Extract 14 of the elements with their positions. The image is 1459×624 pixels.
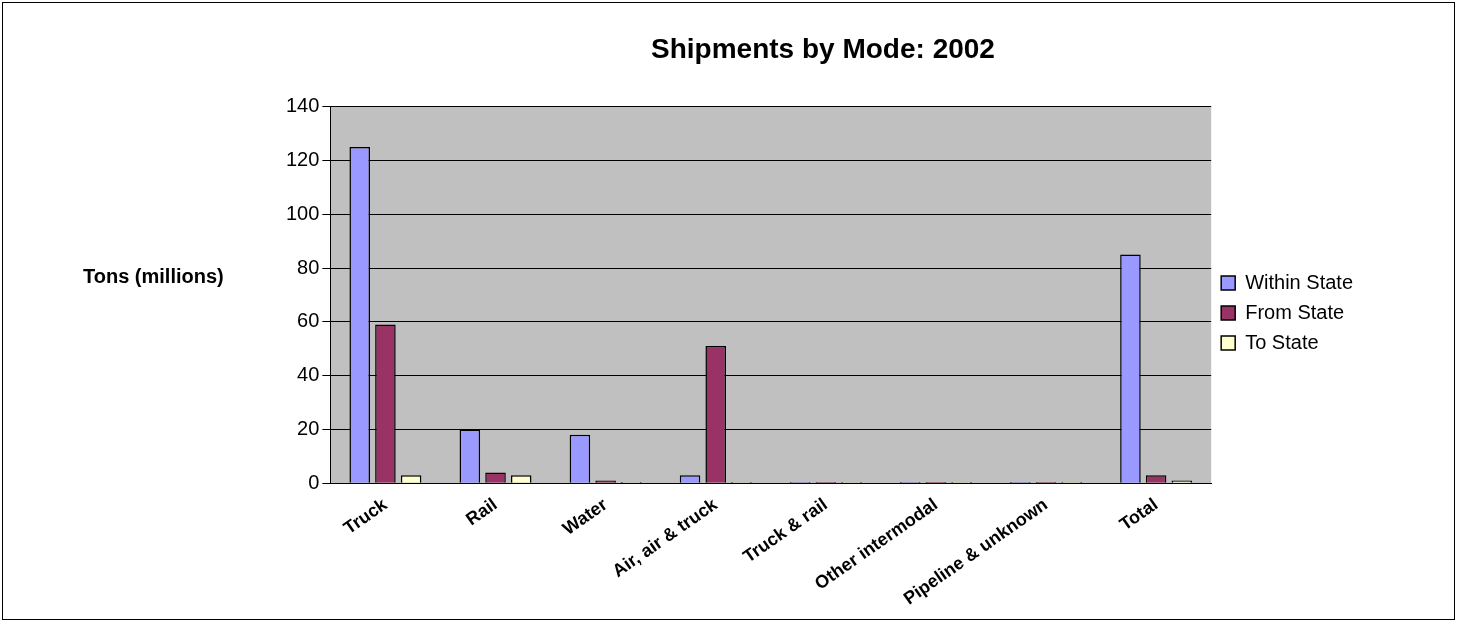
chart-title: Shipments by Mode: 2002 — [651, 32, 995, 64]
x-tick-label: Rail — [462, 494, 501, 530]
y-tick-label: 60 — [297, 309, 320, 332]
y-tick-label: 100 — [285, 201, 320, 224]
legend-label: Within State — [1245, 270, 1354, 293]
y-tick-label: 120 — [285, 147, 320, 170]
y-tick-label: 40 — [297, 363, 320, 386]
legend-label: To State — [1245, 330, 1319, 353]
y-axis-title: Tons (millions) — [83, 265, 224, 288]
y-tick-label: 20 — [297, 416, 320, 439]
y-tick-label: 140 — [285, 94, 320, 117]
y-tick-label: 0 — [308, 470, 320, 493]
y-tick-label: 80 — [297, 255, 320, 278]
legend-label: From State — [1245, 300, 1345, 323]
